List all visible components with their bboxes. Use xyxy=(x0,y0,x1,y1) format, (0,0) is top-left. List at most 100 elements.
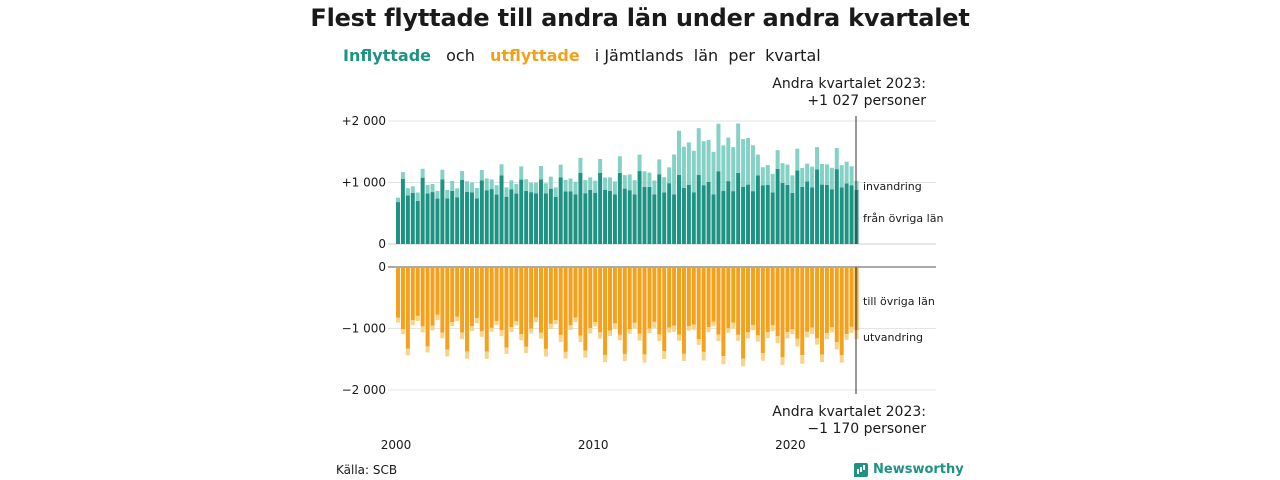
bar-invandring xyxy=(657,159,662,175)
bar-utvandring xyxy=(450,322,455,327)
bar-invandring xyxy=(627,174,632,191)
bar-utvandring xyxy=(534,317,539,323)
bar-till-ovriga-lan xyxy=(578,267,583,336)
bar-fran-ovriga-lan xyxy=(509,189,514,244)
bar-invandring xyxy=(465,181,470,192)
bar-utvandring xyxy=(721,356,726,365)
bar-fran-ovriga-lan xyxy=(410,192,415,244)
bar-till-ovriga-lan xyxy=(400,267,405,330)
newsworthy-icon xyxy=(854,462,868,477)
bar-utvandring xyxy=(548,323,553,329)
bar-utvandring xyxy=(686,326,691,331)
bar-invandring xyxy=(519,166,524,180)
bar-fran-ovriga-lan xyxy=(519,179,524,244)
bar-invandring xyxy=(553,187,558,197)
bar-utvandring xyxy=(455,316,460,322)
bar-till-ovriga-lan xyxy=(617,267,622,335)
bar-till-ovriga-lan xyxy=(731,267,736,323)
chart-title: Flest flyttade till andra län under andr… xyxy=(310,4,970,32)
bar-utvandring xyxy=(607,330,612,336)
bar-fran-ovriga-lan xyxy=(617,172,622,244)
bar-invandring xyxy=(696,128,701,175)
bar-fran-ovriga-lan xyxy=(805,181,810,244)
bar-utvandring xyxy=(667,327,672,333)
bar-invandring xyxy=(632,180,637,195)
bar-till-ovriga-lan xyxy=(410,267,415,320)
bar-utvandring xyxy=(465,351,470,359)
bar-fran-ovriga-lan xyxy=(672,194,677,244)
bar-utvandring xyxy=(445,349,450,357)
bar-utvandring xyxy=(834,342,839,350)
bar-till-ovriga-lan xyxy=(800,267,805,356)
bar-utvandring xyxy=(568,325,573,330)
bar-utvandring xyxy=(405,348,410,356)
bar-fran-ovriga-lan xyxy=(775,168,780,244)
bar-utvandring xyxy=(603,354,608,363)
bar-utvandring xyxy=(716,334,721,341)
bar-invandring xyxy=(425,184,430,194)
bar-fran-ovriga-lan xyxy=(499,175,504,244)
bar-fran-ovriga-lan xyxy=(445,198,450,244)
bar-till-ovriga-lan xyxy=(494,267,499,322)
bar-fran-ovriga-lan xyxy=(834,169,839,244)
bar-till-ovriga-lan xyxy=(652,267,657,322)
bar-invandring xyxy=(445,189,450,199)
bar-fran-ovriga-lan xyxy=(538,179,543,244)
bar-fran-ovriga-lan xyxy=(839,187,844,244)
bar-fran-ovriga-lan xyxy=(405,195,410,244)
bar-utvandring xyxy=(760,353,765,361)
bar-invandring xyxy=(839,165,844,188)
bar-fran-ovriga-lan xyxy=(691,192,696,244)
bar-invandring xyxy=(548,176,553,189)
bar-till-ovriga-lan xyxy=(839,267,844,356)
bar-fran-ovriga-lan xyxy=(696,174,701,244)
bar-till-ovriga-lan xyxy=(726,267,731,329)
bar-utvandring xyxy=(519,334,524,341)
bar-utvandring xyxy=(824,333,829,340)
bar-invandring xyxy=(800,168,805,187)
bar-fran-ovriga-lan xyxy=(573,194,578,244)
bar-fran-ovriga-lan xyxy=(469,192,474,244)
bar-till-ovriga-lan xyxy=(563,267,568,352)
bar-fran-ovriga-lan xyxy=(435,198,440,244)
bar-invandring xyxy=(844,161,849,184)
bar-utvandring xyxy=(726,328,731,333)
bar-invandring xyxy=(524,179,529,191)
bar-fran-ovriga-lan xyxy=(741,186,746,244)
bar-till-ovriga-lan xyxy=(622,267,627,354)
bar-utvandring xyxy=(529,328,534,334)
bar-till-ovriga-lan xyxy=(440,267,445,333)
subtitle-rest: i Jämtlands län per kvartal xyxy=(594,46,821,65)
bar-fran-ovriga-lan xyxy=(849,185,854,244)
bar-invandring xyxy=(770,173,775,193)
bar-fran-ovriga-lan xyxy=(829,189,834,244)
annotation-bottom: Andra kvartalet 2023: −1 170 personer xyxy=(740,404,926,438)
bar-invandring xyxy=(558,164,563,178)
bar-invandring xyxy=(815,147,820,170)
bar-invandring xyxy=(598,158,603,173)
bar-utvandring xyxy=(489,327,494,332)
bar-fran-ovriga-lan xyxy=(460,179,465,244)
bar-fran-ovriga-lan xyxy=(736,172,741,244)
bar-invandring xyxy=(642,171,647,187)
bar-till-ovriga-lan xyxy=(721,267,726,357)
bar-till-ovriga-lan xyxy=(677,267,682,335)
bar-invandring xyxy=(810,166,815,188)
bar-utvandring xyxy=(691,324,696,330)
bar-fran-ovriga-lan xyxy=(810,187,815,244)
bar-fran-ovriga-lan xyxy=(706,181,711,244)
bar-fran-ovriga-lan xyxy=(785,184,790,244)
bar-utvandring xyxy=(430,325,435,331)
bar-fran-ovriga-lan xyxy=(543,193,548,244)
bar-invandring xyxy=(805,163,810,182)
subtitle-och: och xyxy=(446,46,475,65)
bar-till-ovriga-lan xyxy=(686,267,691,327)
bar-till-ovriga-lan xyxy=(790,267,795,330)
bar-invandring xyxy=(637,154,642,172)
bar-utvandring xyxy=(627,329,632,334)
bar-utvandring xyxy=(672,325,677,332)
bar-fran-ovriga-lan xyxy=(588,189,593,244)
bar-invandring xyxy=(529,182,534,193)
bar-till-ovriga-lan xyxy=(746,267,751,333)
bar-utvandring xyxy=(469,326,474,331)
